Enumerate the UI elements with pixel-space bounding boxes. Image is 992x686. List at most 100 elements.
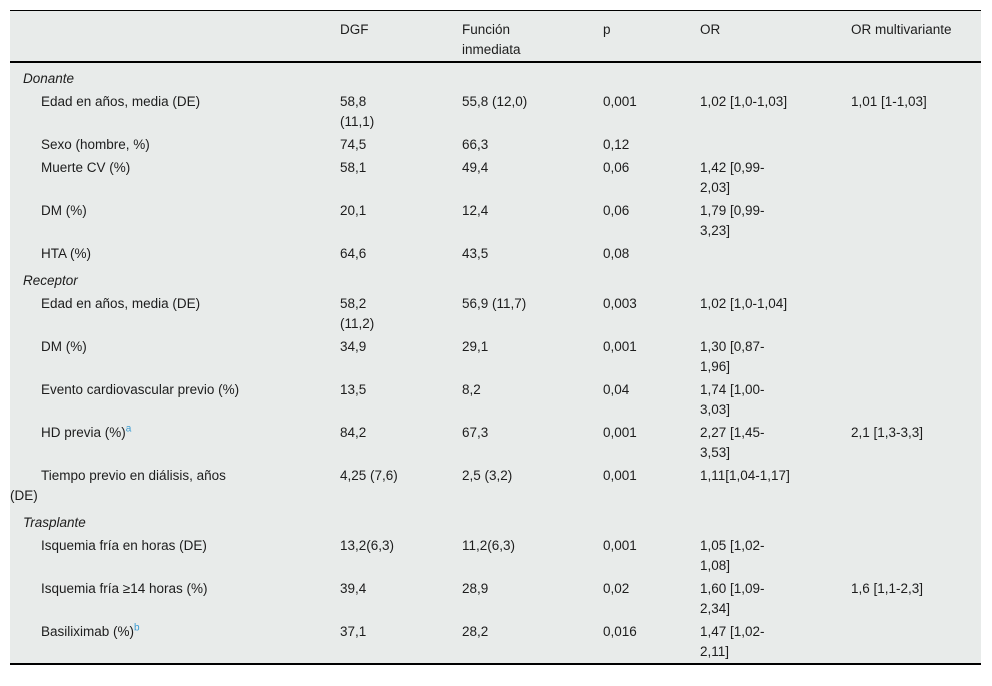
table-row: DM (%) 20,1 12,4 0,06 1,79 [0,99- 3,23] — [10, 199, 981, 242]
section-row: Trasplante — [10, 507, 981, 534]
cell-p: 0,06 — [603, 203, 630, 218]
column-header-variable — [10, 10, 340, 63]
cell-or-multivariante — [851, 620, 981, 664]
cell-dgf: 74,5 — [340, 137, 367, 152]
cell-or: 1,02 [1,0-1,04] — [700, 296, 788, 311]
column-header-dgf: DGF — [340, 10, 462, 63]
table-row: Isquemia fría en horas (DE) 13,2(6,3) 11,2… — [10, 534, 981, 577]
row-label-text: Edad en años, media (DE) — [41, 94, 201, 109]
cell-or: 1,30 [0,87- 1,96] — [700, 339, 765, 374]
cell-or-multivariante — [851, 534, 981, 577]
column-header-funcion-inmediata: Función inmediata — [462, 10, 603, 63]
cell-dgf: 13,2(6,3) — [340, 538, 395, 553]
row-label: DM (%) — [10, 199, 340, 242]
cell-funcion-inmediata: 8,2 — [462, 382, 481, 397]
header-row: DGF Función inmediata p OR OR multivaria… — [10, 10, 981, 63]
cell-or: 2,27 [1,45- 3,53] — [700, 425, 765, 460]
cell-or-multivariante — [851, 378, 981, 421]
row-label: HD previa (%)a — [10, 421, 340, 464]
row-label: Isquemia fría ≥14 horas (%) — [10, 577, 340, 620]
cell-funcion-inmediata: 12,4 — [462, 203, 489, 218]
column-header-or: OR — [700, 10, 851, 63]
table-header: DGF Función inmediata p OR OR multivaria… — [10, 10, 981, 63]
cell-or: 1,47 [1,02- 2,11] — [700, 624, 765, 659]
cell-or-multivariante: 1,01 [1-1,03] — [851, 94, 927, 109]
cell-or-multivariante — [851, 464, 981, 507]
cell-p: 0,001 — [603, 94, 637, 109]
cell-or-multivariante — [851, 242, 981, 265]
table-row: HD previa (%)a 84,2 67,3 0,001 2,27 [1,45- 3… — [10, 421, 981, 464]
cell-dgf: 34,9 — [340, 339, 367, 354]
cell-or: 1,11[1,04-1,17] — [700, 468, 790, 483]
cell-or-multivariante — [851, 335, 981, 378]
row-label-text: Muerte CV (%) — [41, 160, 131, 175]
cell-or: 1,05 [1,02- 1,08] — [700, 538, 765, 573]
row-label-text: DM (%) — [41, 203, 87, 218]
cell-p: 0,001 — [603, 538, 637, 553]
table-row: Evento cardiovascular previo (%) 13,5 8,2 0… — [10, 378, 981, 421]
cell-p: 0,001 — [603, 425, 637, 440]
cell-or: 1,74 [1,00- 3,03] — [700, 382, 765, 417]
cell-or: 1,42 [0,99- 2,03] — [700, 160, 765, 195]
row-label: Muerte CV (%) — [10, 156, 340, 199]
table-row: Basiliximab (%)b 37,1 28,2 0,016 1,47 [1,02-… — [10, 620, 981, 664]
section-label: Receptor — [23, 273, 78, 288]
cell-p: 0,12 — [603, 137, 630, 152]
cell-dgf: 58,2 (11,2) — [340, 296, 375, 331]
row-label-text: Evento cardiovascular previo (%) — [41, 382, 240, 397]
table-row: Edad en años, media (DE) 58,2 (11,2) 56,9 … — [10, 292, 981, 335]
row-label: Evento cardiovascular previo (%) — [10, 378, 340, 421]
cell-dgf: 37,1 — [340, 624, 367, 639]
cell-or-multivariante — [851, 156, 981, 199]
footnote-link-a[interactable]: a — [125, 423, 132, 435]
cell-dgf: 13,5 — [340, 382, 367, 397]
table-row: HTA (%) 64,6 43,5 0,08 — [10, 242, 981, 265]
section-row: Receptor — [10, 265, 981, 292]
cell-dgf: 64,6 — [340, 246, 367, 261]
cell-dgf: 20,1 — [340, 203, 367, 218]
cell-or: 1,60 [1,09- 2,34] — [700, 581, 765, 616]
cell-funcion-inmediata: 11,2(6,3) — [462, 538, 516, 553]
row-label-text: Sexo (hombre, %) — [41, 137, 150, 152]
cell-dgf: 4,25 (7,6) — [340, 468, 398, 483]
cell-dgf: 39,4 — [340, 581, 367, 596]
cell-or: 1,02 [1,0-1,03] — [700, 94, 788, 109]
row-label: DM (%) — [10, 335, 340, 378]
row-label: Sexo (hombre, %) — [10, 133, 340, 156]
cell-or-multivariante: 2,1 [1,3-3,3] — [851, 425, 924, 440]
table-row: DM (%) 34,9 29,1 0,001 1,30 [0,87- 1,96] — [10, 335, 981, 378]
row-label-text: Basiliximab (%) — [41, 624, 135, 639]
cell-p: 0,02 — [603, 581, 630, 596]
cell-p: 0,06 — [603, 160, 630, 175]
section-label: Donante — [23, 71, 75, 86]
column-header-p: p — [603, 10, 700, 63]
cell-funcion-inmediata: 2,5 (3,2) — [462, 468, 513, 483]
table-row: Tiempo previo en diálisis, años (DE) 4,25… — [10, 464, 981, 507]
cell-dgf: 84,2 — [340, 425, 367, 440]
row-label: Edad en años, media (DE) — [10, 90, 340, 133]
table-row: Sexo (hombre, %) 74,5 66,3 0,12 — [10, 133, 981, 156]
row-label: Isquemia fría en horas (DE) — [10, 534, 340, 577]
cell-or-multivariante — [851, 199, 981, 242]
row-label-text: DM (%) — [41, 339, 87, 354]
column-header-or-multivariante: OR multivariante — [851, 10, 981, 63]
table-row: Edad en años, media (DE) 58,8 (11,1) 55,8 … — [10, 90, 981, 133]
cell-p: 0,016 — [603, 624, 637, 639]
row-label-text: Isquemia fría ≥14 horas (%) — [41, 581, 208, 596]
section-label: Trasplante — [23, 515, 86, 530]
cell-dgf: 58,8 (11,1) — [340, 94, 375, 129]
footnote-link-b[interactable]: b — [134, 622, 140, 634]
cell-funcion-inmediata: 28,2 — [462, 624, 489, 639]
table-row: Muerte CV (%) 58,1 49,4 0,06 1,42 [0,99- 2,0… — [10, 156, 981, 199]
cell-funcion-inmediata: 67,3 — [462, 425, 489, 440]
row-label: Tiempo previo en diálisis, años (DE) — [10, 464, 340, 507]
row-label-text: HTA (%) — [41, 246, 91, 261]
table-row: Isquemia fría ≥14 horas (%) 39,4 28,9 0,02 1… — [10, 577, 981, 620]
cell-or: 1,79 [0,99- 3,23] — [700, 203, 765, 238]
cell-funcion-inmediata: 29,1 — [462, 339, 489, 354]
cell-or — [700, 242, 851, 265]
cell-funcion-inmediata: 43,5 — [462, 246, 489, 261]
row-label-text: Tiempo previo en diálisis, años (DE) — [10, 468, 226, 503]
cell-p: 0,04 — [603, 382, 630, 397]
cell-or-multivariante: 1,6 [1,1-2,3] — [851, 581, 924, 596]
